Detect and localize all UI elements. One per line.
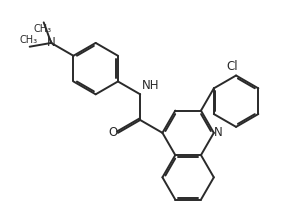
Text: Cl: Cl xyxy=(226,60,238,73)
Text: NH: NH xyxy=(141,79,159,92)
Text: CH₃: CH₃ xyxy=(19,35,37,45)
Text: CH₃: CH₃ xyxy=(33,24,52,34)
Text: O: O xyxy=(108,126,118,139)
Text: N: N xyxy=(214,126,223,139)
Text: N: N xyxy=(47,36,56,50)
